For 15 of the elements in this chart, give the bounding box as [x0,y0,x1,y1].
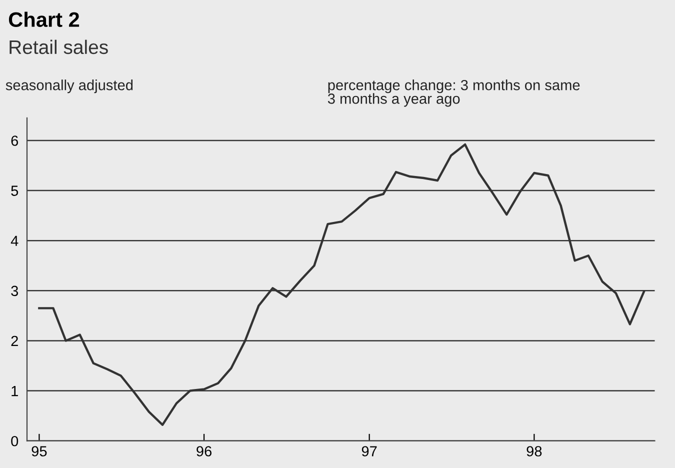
y-tick-label: 2 [11,336,18,346]
x-tick-label: 96 [196,446,212,456]
y-tick-label: 0 [11,436,18,446]
chart-subtitle: Retail sales [10,40,108,54]
y-tick-label: 1 [12,386,18,396]
x-tick-label: 97 [362,446,377,456]
y-tick-label: 3 [11,286,18,296]
y-tick-label: 5 [11,186,18,196]
x-tick-label: 98 [526,446,542,456]
text: percentage change: 3 months on same 3 months a year ago [328,80,580,107]
y-tick-label: 6 [11,136,18,146]
text: seasonally adjusted [6,80,133,94]
y-tick-label: 4 [10,236,18,246]
chart-title: Chart 2 [8,12,80,28]
x-tick-label: 95 [32,446,47,456]
